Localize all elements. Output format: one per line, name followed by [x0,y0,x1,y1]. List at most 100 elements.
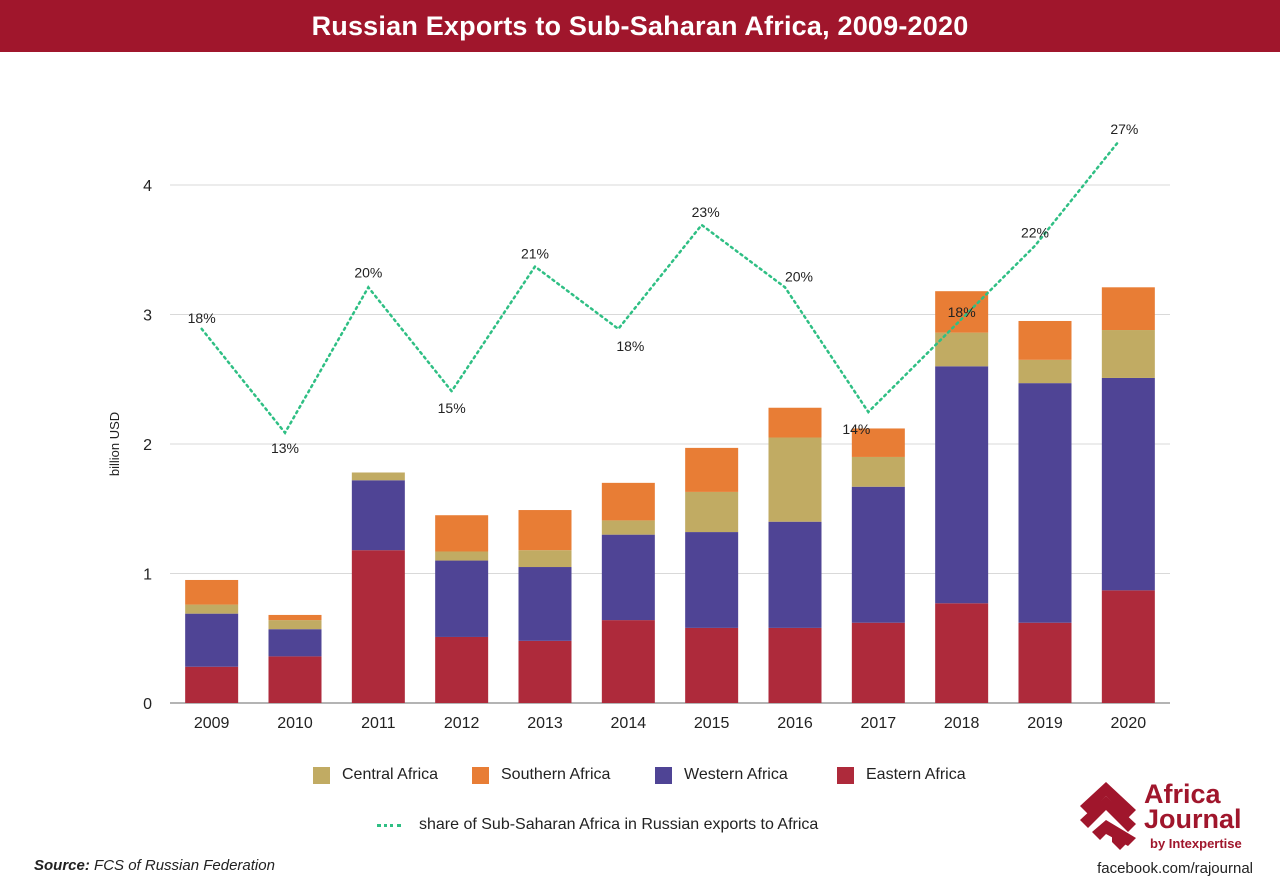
share-data-label: 20% [354,264,382,280]
logo-line-2: Journal [1144,804,1242,834]
bar-segment [935,603,989,703]
bar-segment [185,666,239,703]
bar-segment [268,614,322,621]
bar-segment [268,656,322,703]
legend-swatch-southern [472,766,489,784]
share-line [200,140,1120,436]
legend-label-share: share of Sub-Saharan Africa in Russian e… [419,816,819,833]
bar-segment [851,622,905,703]
bar-segment [351,472,405,481]
footer-link[interactable]: facebook.com/rajournal [1097,860,1253,877]
share-data-label: 23% [692,204,720,220]
x-tick-label: 2011 [361,715,396,732]
bar-segment [268,620,322,630]
bar-segment [851,456,905,487]
bar-segment [685,491,739,533]
y-axis-title: billion USD [107,412,122,476]
legend-item-western: Western Africa [655,766,788,784]
legend-label-western: Western Africa [684,766,788,783]
bar-segment [435,560,489,637]
bar-segment [601,620,655,703]
legend: Central Africa Southern Africa Western A… [0,766,1280,794]
y-tick-label: 2 [143,437,152,454]
logo-mark-icon [1080,782,1136,850]
source-label: Source: [34,857,90,874]
bar-segment [851,428,905,457]
bar-segment [1101,287,1155,331]
legend-item-central: Central Africa [313,766,438,784]
bar-segment [935,291,989,333]
bar-segment [935,332,989,367]
source-text: FCS of Russian Federation [94,857,275,874]
bar-segment [185,613,239,667]
share-data-label: 18% [948,304,976,320]
bar-segment [351,480,405,551]
share-data-label: 18% [188,310,216,326]
bar-segment [851,486,905,623]
legend-item-eastern: Eastern Africa [837,766,966,784]
bar-segment [268,629,322,657]
legend-swatch-western [655,766,672,784]
bar-segment [185,604,239,614]
bar-segment [601,520,655,535]
bar-segment [1101,377,1155,591]
bar-segment [518,510,572,551]
share-data-label: 14% [842,421,870,437]
chart-title: Russian Exports to Sub-Saharan Africa, 2… [0,0,1280,52]
x-tick-label: 2013 [527,715,563,732]
share-data-label: 18% [616,338,644,354]
bar-segment [1101,330,1155,378]
legend-swatch-eastern [837,766,854,784]
y-tick-label: 0 [143,696,152,713]
share-data-label: 13% [271,440,299,456]
share-data-label: 20% [785,268,813,284]
bar-segment [1018,320,1072,360]
africa-journal-logo: Africa Journal by Intexpertise [1078,780,1268,852]
share-data-label: 22% [1021,225,1049,241]
x-tick-label: 2017 [861,715,897,732]
x-tick-label: 2010 [277,715,313,732]
bar-segment [601,534,655,621]
bar-segment [935,366,989,604]
legend-swatch-central [313,766,330,784]
legend-label-southern: Southern Africa [501,766,611,783]
x-tick-label: 2019 [1027,715,1063,732]
bar-segment [1018,622,1072,703]
share-data-label: 15% [438,400,466,416]
x-tick-label: 2009 [194,715,230,732]
source-note: Source: FCS of Russian Federation [34,857,275,874]
bar-segment [518,640,572,703]
bar-segment [518,567,572,641]
legend-label-central: Central Africa [342,766,439,783]
bar-segment [435,515,489,552]
legend-label-eastern: Eastern Africa [866,766,966,783]
bar-segment [1101,590,1155,703]
bar-segment [768,407,822,438]
bar-segment [1018,383,1072,623]
logo-subtitle: by Intexpertise [1150,836,1242,851]
logo-wordmark: Africa Journal [1144,779,1242,834]
bar-segment [768,437,822,522]
legend-item-share-line: share of Sub-Saharan Africa in Russian e… [377,816,818,834]
bar-segment [518,550,572,568]
bar-segment [435,551,489,561]
bar-segment [768,521,822,628]
bar-segment [685,627,739,703]
x-tick-label: 2014 [611,715,647,732]
bar-segment [601,482,655,521]
share-data-label: 27% [1110,121,1138,137]
bar-segment [685,532,739,628]
x-tick-label: 2020 [1111,715,1147,732]
logo-line-1: Africa [1144,779,1221,809]
stacked-bar-chart: 0 1 2 3 4 billion USD 2009 2010 2011 2012 2013 2014… [107,121,1170,732]
y-tick-label: 3 [143,308,152,325]
x-tick-label: 2012 [444,715,480,732]
bar-segment [768,627,822,703]
share-data-label: 21% [521,246,549,262]
bar-segment [435,636,489,703]
y-tick-label: 4 [143,178,152,195]
bar-segment [1018,359,1072,384]
x-tick-label: 2015 [694,715,730,732]
x-tick-label: 2018 [944,715,980,732]
legend-item-southern: Southern Africa [472,766,610,784]
